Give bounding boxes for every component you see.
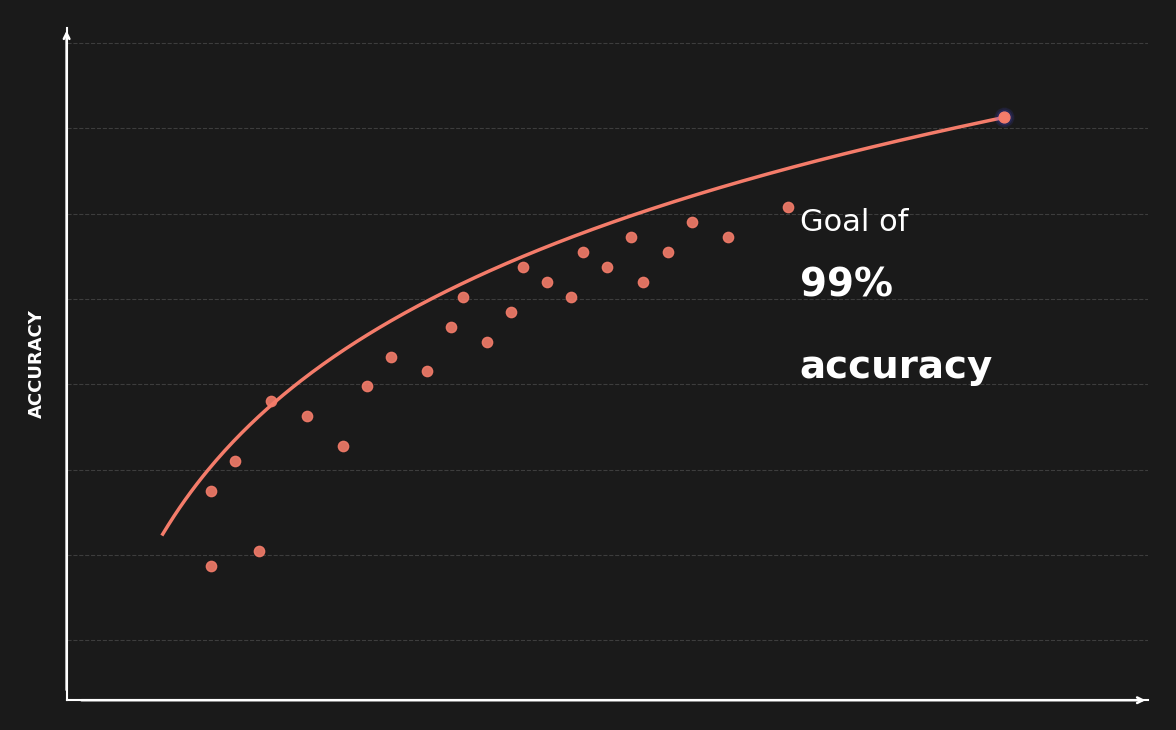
Point	[226, 456, 245, 467]
Point	[537, 276, 556, 288]
Point	[334, 440, 353, 452]
Point	[659, 246, 677, 258]
Point	[634, 276, 653, 288]
Point	[249, 545, 268, 557]
Point	[995, 112, 1014, 123]
Point	[995, 112, 1014, 123]
Point	[995, 112, 1014, 123]
Text: 99%: 99%	[800, 266, 893, 304]
Point	[477, 336, 496, 347]
Point	[719, 231, 737, 243]
Point	[442, 320, 461, 332]
Point	[298, 410, 316, 422]
Point	[995, 112, 1014, 123]
Point	[261, 396, 280, 407]
Point	[201, 485, 220, 497]
Point	[779, 201, 797, 213]
Point	[454, 291, 473, 303]
Text: Goal of: Goal of	[800, 208, 908, 237]
Text: accuracy: accuracy	[800, 348, 993, 386]
Y-axis label: ACCURACY: ACCURACY	[28, 310, 46, 418]
Point	[514, 261, 533, 273]
Point	[502, 306, 521, 318]
Point	[562, 291, 581, 303]
Point	[201, 560, 220, 572]
Point	[382, 350, 401, 362]
Point	[682, 216, 701, 228]
Point	[358, 380, 376, 392]
Point	[417, 366, 436, 377]
Point	[574, 246, 593, 258]
Point	[622, 231, 641, 243]
Point	[995, 112, 1014, 123]
Point	[599, 261, 617, 273]
